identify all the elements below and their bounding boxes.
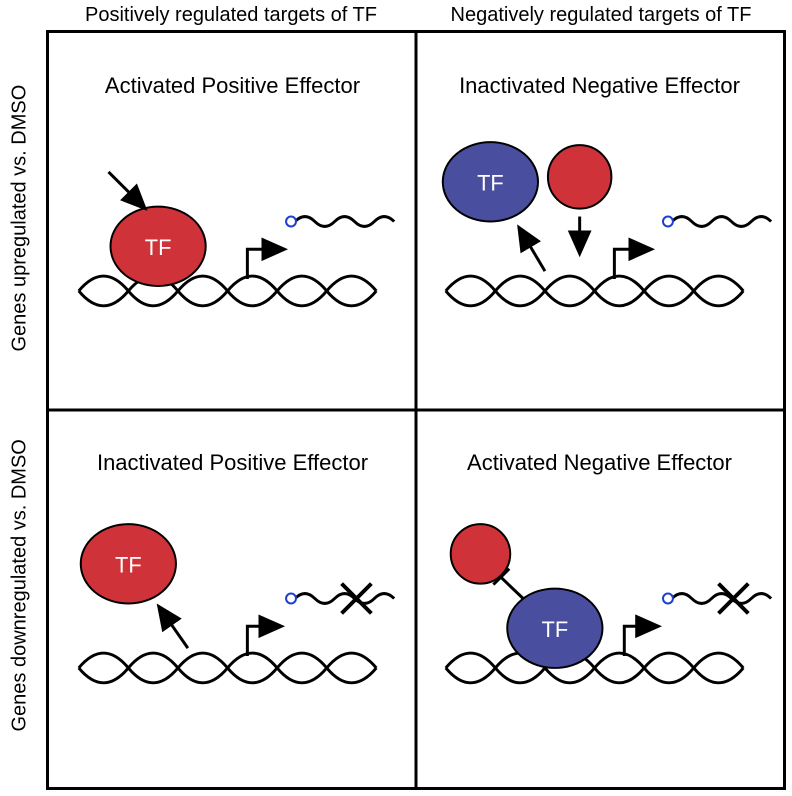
row-header-bottom-text: Genes downregulated vs. DMSO — [9, 439, 31, 731]
row-header-bottom: Genes downregulated vs. DMSO — [9, 472, 32, 732]
liftoff-arrow-icon — [520, 229, 545, 271]
rna-transcript-icon — [663, 217, 771, 227]
liftoff-arrow-icon — [160, 608, 188, 648]
row-header-top: Genes upregulated vs. DMSO — [9, 92, 32, 352]
tss-arrow-icon — [247, 249, 282, 279]
tf-label: TF — [542, 617, 569, 642]
tss-arrow-icon — [247, 626, 279, 656]
diagram-activated-positive: TF — [49, 33, 416, 410]
column-header-left: Positively regulated targets of TF — [46, 4, 416, 27]
row-header-top-text: Genes upregulated vs. DMSO — [9, 85, 31, 352]
tf-label: TF — [477, 171, 504, 196]
column-header-right: Negatively regulated targets of TF — [416, 4, 786, 27]
binding-arrow-icon — [109, 172, 144, 207]
dna-icon — [79, 653, 377, 683]
dna-icon — [446, 276, 744, 306]
rna-transcript-blocked-icon — [286, 584, 394, 614]
rna-transcript-blocked-icon — [663, 584, 771, 614]
tss-arrow-icon — [624, 626, 656, 656]
cell-inactivated-positive: Inactivated Positive Effector — [49, 410, 416, 787]
diagram-inactivated-negative: TF — [416, 33, 783, 410]
quadrant-grid: Activated Positive Effector TF — [46, 30, 786, 790]
cell-activated-negative: Activated Negative Effector — [416, 410, 783, 787]
tf-label: TF — [145, 235, 172, 260]
rna-transcript-icon — [286, 217, 394, 227]
diagram-inactivated-positive: TF — [49, 410, 416, 787]
dna-icon — [79, 276, 377, 306]
cell-activated-positive: Activated Positive Effector TF — [49, 33, 416, 410]
red-factor-circle — [548, 145, 611, 208]
diagram-activated-negative: TF — [416, 410, 783, 787]
cell-inactivated-negative: Inactivated Negative Effector TF — [416, 33, 783, 410]
tss-arrow-icon — [614, 249, 649, 279]
tf-label: TF — [115, 553, 142, 578]
column-header-left-text: Positively regulated targets of TF — [85, 4, 377, 26]
column-header-right-text: Negatively regulated targets of TF — [451, 4, 752, 26]
dna-icon — [446, 653, 744, 683]
